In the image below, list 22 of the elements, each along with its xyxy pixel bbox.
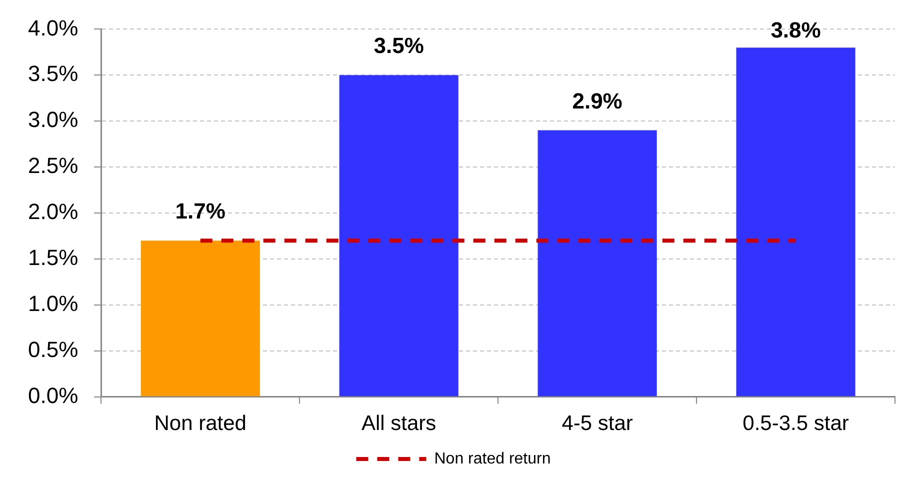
bar [339,75,458,396]
bar [140,240,260,396]
y-tick-label: 3.0% [28,107,78,132]
y-tick-label: 1.0% [28,290,78,316]
data-label: 2.9% [572,88,622,114]
data-label: 3.5% [374,33,424,58]
legend-label: Non rated return [434,450,551,468]
y-tick-label: 3.5% [28,61,78,86]
data-label: 1.7% [175,198,226,224]
bar [538,130,657,396]
x-tick-label: 0.5-3.5 star [742,412,849,436]
y-tick-label: 0.0% [28,382,78,408]
y-tick-label: 1.5% [28,245,78,270]
y-tick-label: 0.5% [28,336,78,362]
bar [736,48,856,396]
x-tick-label: 4-5 star [562,412,633,436]
y-tick-label: 4.0% [28,15,78,40]
x-tick-label: All stars [361,412,436,436]
y-tick-label: 2.5% [28,153,78,178]
data-label: 3.8% [770,17,821,42]
x-tick-label: Non rated [154,412,246,436]
y-tick-label: 2.0% [28,199,78,224]
